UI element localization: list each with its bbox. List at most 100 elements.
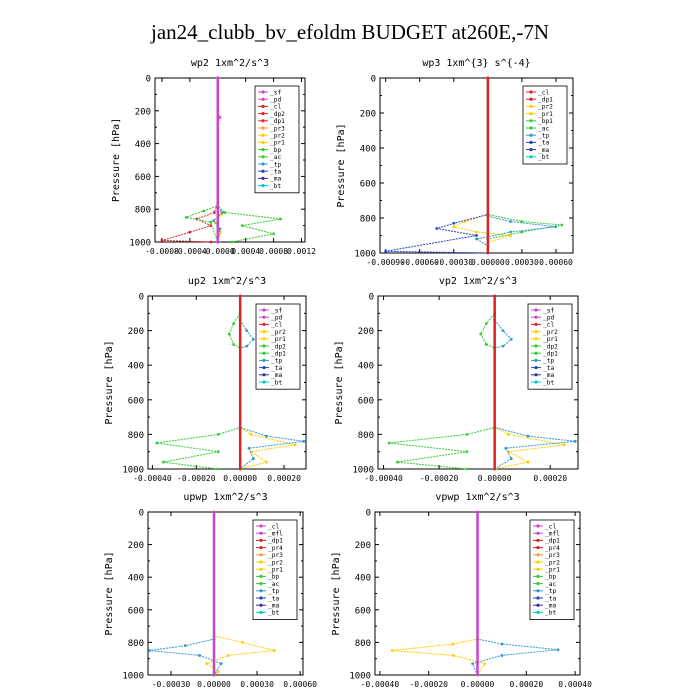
data-point: [155, 441, 159, 445]
y-tick-label: 400: [355, 574, 371, 584]
y-tick-label: 600: [358, 396, 374, 406]
legend-marker: [261, 104, 265, 108]
legend-label: _dp1: [270, 118, 285, 125]
data-point: [209, 240, 213, 244]
panel-title: wp2 1xm^2/s^3: [191, 58, 269, 69]
data-point: [216, 670, 220, 674]
legend-label: _bp: [268, 574, 279, 581]
y-tick-label: 1000: [122, 672, 144, 682]
data-point: [218, 115, 222, 119]
data-point: [435, 227, 439, 230]
y-tick-label: 600: [355, 606, 371, 616]
legend-marker: [529, 112, 533, 116]
data-point: [219, 662, 223, 665]
x-tick-label: 0.00000: [471, 258, 505, 267]
legend-marker: [536, 567, 540, 571]
legend-marker: [534, 373, 538, 377]
legend-marker: [534, 330, 538, 334]
legend-marker: [259, 531, 263, 535]
legend-label: _tp: [271, 358, 282, 365]
data-point: [451, 654, 455, 657]
x-tick-label: -0.00090: [366, 258, 405, 267]
legend-label: _sf: [271, 307, 282, 314]
legend-marker: [534, 351, 538, 355]
data-point: [509, 457, 513, 461]
data-point: [452, 225, 456, 229]
data-point: [573, 439, 577, 443]
series-line: [385, 78, 489, 254]
legend-label: _bp: [545, 574, 556, 581]
legend-label: _ma: [268, 603, 279, 610]
legend-label: _ta: [545, 595, 556, 602]
panel-title: vpwp 1xm^2/s^3: [435, 492, 519, 503]
y-tick-label: 0: [146, 75, 151, 85]
legend-label: _ma: [538, 147, 549, 154]
data-point: [227, 332, 231, 336]
data-point: [240, 224, 244, 228]
y-tick-label: 600: [360, 180, 376, 190]
y-tick-label: 800: [128, 639, 144, 649]
data-point: [475, 234, 478, 237]
legend-label: _ta: [270, 169, 281, 176]
legend-marker: [259, 582, 263, 586]
panel-title: up2 1xm^2/s^3: [188, 276, 266, 287]
legend-label: _bt: [543, 379, 554, 386]
legend-marker: [536, 582, 540, 586]
legend-label: _cl: [543, 322, 554, 329]
data-point: [501, 344, 505, 348]
y-tick-label: 800: [135, 206, 151, 216]
legend-marker: [261, 169, 265, 173]
series-line: [392, 512, 486, 676]
x-tick-label: 0.0012: [287, 247, 316, 256]
legend-marker: [534, 366, 538, 370]
y-tick-label: 1000: [129, 239, 151, 249]
y-tick-label: 400: [358, 362, 374, 372]
x-tick-label: 0.00000: [223, 474, 257, 483]
legend-label: _tp: [543, 358, 554, 365]
data-point: [212, 219, 216, 223]
legend-marker: [261, 112, 265, 116]
x-tick-label: -0.00040: [364, 474, 403, 483]
legend-label: _pr2: [545, 559, 560, 566]
legend-label: _dp1: [538, 97, 553, 104]
y-tick-label: 1000: [122, 466, 144, 476]
panel-2: wp3 1xm^{3} s^{-4}02004006008001000-0.00…: [336, 58, 574, 267]
legend-marker: [262, 315, 266, 319]
data-point: [509, 220, 512, 223]
y-tick-label: 600: [128, 396, 144, 406]
data-point: [475, 230, 478, 234]
legend-label: _pr1: [268, 567, 283, 574]
legend-marker: [529, 133, 533, 137]
panel-title: upwp 1xm^2/s^3: [183, 492, 267, 503]
legend-marker: [259, 567, 263, 571]
data-point: [241, 641, 245, 644]
legend-box: [254, 85, 300, 194]
legend-marker: [534, 308, 538, 312]
data-point: [160, 238, 164, 242]
data-point: [396, 460, 399, 464]
legend-label: _pr4: [268, 545, 283, 552]
legend-marker: [261, 162, 265, 166]
y-tick-label: 400: [135, 140, 151, 150]
y-tick-label: 1000: [354, 250, 376, 260]
y-tick-label: 800: [360, 215, 376, 225]
legend-label: _pr1: [545, 567, 560, 574]
x-tick-label: 0.0004: [231, 247, 260, 256]
legend-label: _ta: [268, 595, 279, 602]
data-point: [554, 225, 558, 229]
legend-label: _cl: [270, 104, 281, 111]
x-tick-label: 0.00060: [539, 258, 573, 267]
data-point: [272, 649, 276, 652]
y-axis-label: Pressure [hPa]: [336, 123, 347, 207]
data-point: [390, 649, 394, 652]
legend-marker: [529, 104, 533, 108]
legend-marker: [259, 538, 263, 543]
x-tick-label: 0.00040: [558, 680, 592, 689]
legend-label: _pr3: [270, 125, 285, 132]
data-point: [465, 467, 469, 471]
legend-marker: [536, 531, 540, 535]
legend-marker: [259, 524, 263, 528]
data-point: [216, 467, 220, 471]
legend-label: _cl: [538, 89, 549, 96]
x-tick-label: 0.00000: [478, 474, 512, 483]
